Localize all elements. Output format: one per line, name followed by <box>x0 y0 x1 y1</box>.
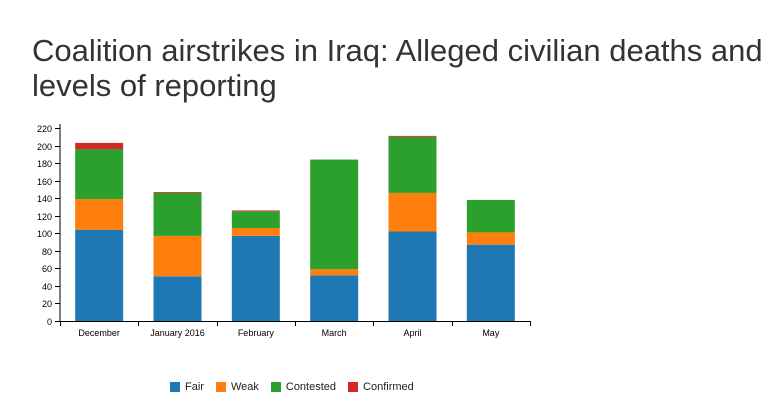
y-tick-label: 220 <box>37 124 52 134</box>
bar-contested-march <box>310 159 359 270</box>
legend-label: Fair <box>185 381 204 393</box>
y-tick-label: 60 <box>42 264 52 274</box>
legend-swatch <box>270 382 281 392</box>
legend-swatch <box>170 382 180 392</box>
bar-fair-february <box>231 235 280 321</box>
legend: Fair Weak Contested Confirmed <box>170 381 414 393</box>
legend-label: Confirmed <box>363 381 414 393</box>
bar-weak-january-2016 <box>153 235 202 277</box>
chart-title: Coalition airstrikes in Iraq: Alleged ci… <box>32 33 763 103</box>
bar-confirmed-april <box>388 135 437 137</box>
bar-confirmed-december <box>75 142 124 150</box>
bar-weak-april <box>388 192 437 232</box>
y-tick-label: 140 <box>37 194 52 204</box>
bars <box>75 135 515 321</box>
bar-weak-march <box>310 269 359 276</box>
legend-label: Weak <box>230 381 259 393</box>
y-tick-label: 0 <box>47 317 52 327</box>
y-tick-label: 200 <box>37 142 52 152</box>
legend-swatch <box>215 382 226 392</box>
y-tick-label: 180 <box>37 159 52 169</box>
bar-contested-may <box>466 199 515 233</box>
bar-weak-february <box>231 228 280 236</box>
bar-contested-december <box>75 149 124 200</box>
x-tick-label: January 2016 <box>150 328 205 338</box>
bar-confirmed-february <box>231 210 280 212</box>
bar-weak-may <box>466 232 515 245</box>
bar-contested-january-2016 <box>153 192 202 236</box>
x-tick-label: March <box>322 328 347 338</box>
x-tick-label: April <box>403 328 421 338</box>
bar-fair-march <box>310 275 359 321</box>
bar-confirmed-january-2016 <box>153 192 202 193</box>
legend-item-weak: Weak <box>215 381 259 393</box>
bar-weak-december <box>75 199 124 230</box>
x-tick-label: December <box>78 328 120 338</box>
x-axis: December January 2016 February March April Ma… <box>60 321 531 338</box>
legend-item-contested: Contested <box>270 381 337 393</box>
y-tick-label: 120 <box>37 212 52 222</box>
y-axis: 0 20 40 60 80 100 120 140 160 180 200 220 <box>37 124 61 327</box>
x-tick-label: February <box>238 328 275 338</box>
bar-contested-february <box>231 211 280 229</box>
legend-swatch <box>348 382 359 392</box>
legend-label: Contested <box>285 381 337 393</box>
bar-fair-april <box>388 231 437 321</box>
x-tick-label: May <box>482 328 500 338</box>
y-tick-label: 80 <box>42 247 52 257</box>
legend-item-confirmed: Confirmed <box>348 381 414 393</box>
legend-item-fair: Fair <box>170 381 204 393</box>
bar-fair-may <box>466 244 515 321</box>
y-tick-label: 20 <box>42 299 52 309</box>
y-tick-label: 100 <box>37 229 52 239</box>
y-tick-label: 40 <box>42 282 52 292</box>
bar-contested-april <box>388 136 437 193</box>
y-tick-label: 160 <box>37 177 52 187</box>
bar-fair-january-2016 <box>153 276 202 321</box>
bar-fair-december <box>75 229 124 321</box>
